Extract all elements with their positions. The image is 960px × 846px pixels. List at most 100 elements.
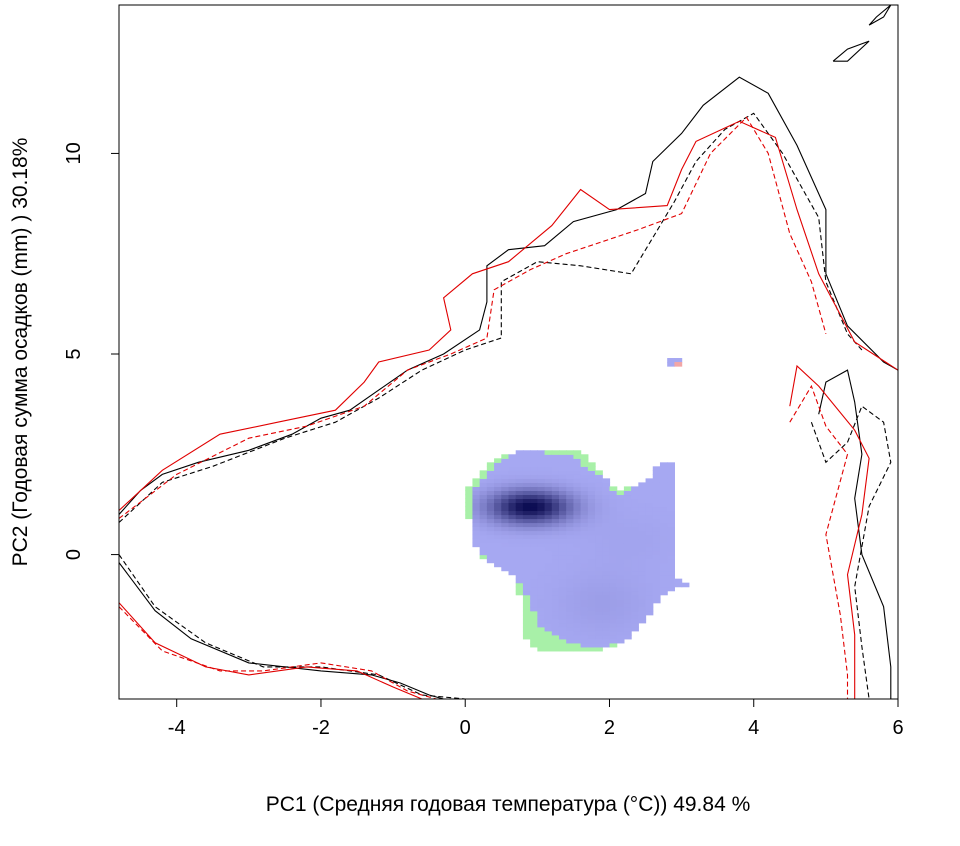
heatmap-cell <box>544 622 553 628</box>
heatmap-cell <box>530 498 538 504</box>
heatmap-cell <box>681 582 690 588</box>
heatmap-cell <box>551 486 560 491</box>
heatmap-cell <box>544 494 553 500</box>
heatmap-cell <box>515 558 524 564</box>
heatmap-cell <box>515 498 524 504</box>
heatmap-cell <box>479 554 488 560</box>
heatmap-cell <box>494 458 502 463</box>
heatmap-cell <box>638 614 647 620</box>
heatmap-cell <box>544 486 553 491</box>
heatmap-cell <box>515 562 524 568</box>
heatmap-cell <box>465 490 474 496</box>
heatmap-cell <box>580 606 589 612</box>
heatmap-cell <box>537 558 546 564</box>
heatmap-cell <box>486 522 495 528</box>
heatmap-cell <box>616 514 625 520</box>
heatmap-cell <box>551 514 560 520</box>
heatmap-cell <box>609 634 618 640</box>
heatmap-cell <box>638 570 647 576</box>
heatmap-cell <box>544 538 553 544</box>
heatmap-cell <box>494 474 502 479</box>
heatmap-cell <box>595 542 603 548</box>
heatmap-cell <box>587 602 596 608</box>
heatmap-cell <box>566 542 575 548</box>
heatmap-cell <box>530 510 538 516</box>
heatmap-cell <box>623 518 632 524</box>
heatmap-cell <box>551 470 560 475</box>
heatmap-cell <box>544 582 553 588</box>
heatmap-cell <box>652 518 661 524</box>
heatmap-cell <box>573 522 582 528</box>
heatmap-cell <box>580 522 589 528</box>
heatmap-cell <box>659 590 668 596</box>
heatmap-cell <box>587 542 596 548</box>
heatmap-cell <box>580 454 589 459</box>
heatmap-cell <box>479 514 488 520</box>
heatmap-cell <box>558 546 567 552</box>
heatmap-cell <box>587 638 596 644</box>
heatmap-cell <box>573 458 582 463</box>
heatmap-cell <box>645 558 654 564</box>
heatmap-cell <box>537 510 546 516</box>
x-tick-label: -4 <box>168 717 186 739</box>
heatmap-cell <box>544 630 553 636</box>
heatmap-cell <box>616 586 625 592</box>
heatmap-cell <box>558 590 567 596</box>
heatmap-cell <box>587 478 596 483</box>
heatmap-cell <box>659 542 668 548</box>
heatmap-cell <box>652 558 661 564</box>
heatmap-cell <box>537 462 546 467</box>
heatmap-cell <box>595 574 603 580</box>
heatmap-cell <box>631 622 639 628</box>
heatmap-cell <box>595 526 603 532</box>
heatmap-cell <box>573 582 582 588</box>
heatmap-cell <box>602 538 611 544</box>
heatmap-cell <box>486 550 495 556</box>
heatmap-cell <box>623 542 632 548</box>
heatmap-cell <box>573 462 582 467</box>
heatmap-cell <box>530 462 538 467</box>
heatmap-cell <box>623 618 632 624</box>
heatmap-cell <box>472 530 481 536</box>
heatmap-cell <box>551 602 560 608</box>
heatmap-cell <box>515 518 524 524</box>
heatmap-cell <box>522 578 531 584</box>
heatmap-cell <box>667 558 675 564</box>
heatmap-cell <box>573 526 582 532</box>
heatmap-cell <box>530 486 538 491</box>
heatmap-cell <box>638 574 647 580</box>
heatmap-cell <box>609 590 618 596</box>
heatmap-cell <box>515 550 524 556</box>
heatmap-cell <box>580 478 589 483</box>
heatmap-cell <box>595 646 603 652</box>
heatmap-cell <box>508 498 517 504</box>
heatmap-cell <box>537 494 546 500</box>
heatmap-cell <box>472 498 481 504</box>
heatmap-cell <box>580 502 589 508</box>
heatmap-cell <box>558 598 567 604</box>
heatmap-cell <box>522 626 531 632</box>
heatmap-cell <box>631 490 639 496</box>
heatmap-cell <box>558 450 567 455</box>
heatmap-cell <box>616 522 625 528</box>
heatmap-cell <box>580 542 589 548</box>
heatmap-cell <box>573 538 582 544</box>
heatmap-cell <box>573 478 582 483</box>
envelope-line-upper <box>119 116 827 519</box>
heatmap-cell <box>465 486 474 491</box>
heatmap-cell <box>595 486 603 491</box>
heatmap-cell <box>645 606 654 612</box>
heatmap-cell <box>659 534 668 540</box>
heatmap-cell <box>479 542 488 548</box>
heatmap-cell <box>631 590 639 596</box>
heatmap-cell <box>595 558 603 564</box>
heatmap-cell <box>587 570 596 576</box>
x-tick-label: 0 <box>460 717 471 739</box>
heatmap-cell <box>515 534 524 540</box>
y-axis: 0 5 10 <box>63 142 119 560</box>
heatmap-cell <box>537 598 546 604</box>
heatmap-cell <box>566 630 575 636</box>
heatmap-cell <box>530 506 538 512</box>
heatmap-cell <box>587 590 596 596</box>
heatmap-cell <box>631 538 639 544</box>
